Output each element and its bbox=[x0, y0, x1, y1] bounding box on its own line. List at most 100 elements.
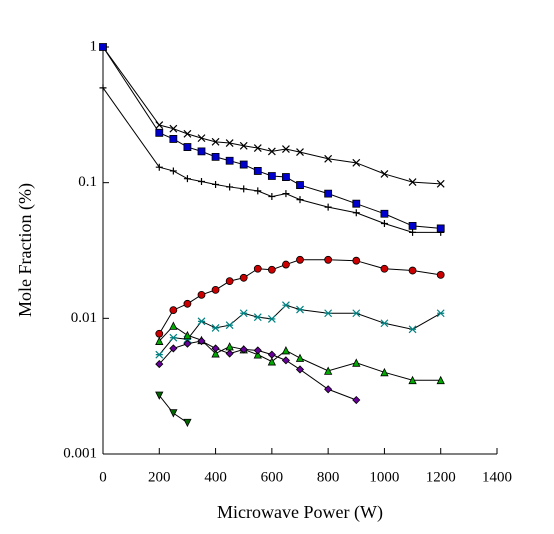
data-point bbox=[380, 220, 388, 228]
data-point bbox=[169, 409, 178, 418]
data-point bbox=[296, 255, 304, 264]
data-point bbox=[197, 147, 206, 156]
data-point bbox=[169, 167, 177, 175]
data-point bbox=[408, 222, 417, 230]
data-point bbox=[183, 339, 192, 348]
data-point bbox=[155, 360, 164, 369]
y-tick-label: 0.1 bbox=[78, 174, 97, 190]
y-tick-label: 0.01 bbox=[71, 310, 97, 326]
data-point bbox=[324, 189, 333, 198]
data-point bbox=[155, 163, 163, 171]
data-point bbox=[155, 336, 164, 345]
series-line bbox=[102, 46, 441, 229]
data-point bbox=[211, 349, 220, 358]
data-point bbox=[436, 224, 445, 233]
data-point bbox=[380, 264, 389, 273]
x-tick-label: 1000 bbox=[369, 469, 399, 485]
data-point bbox=[155, 121, 164, 129]
data-point bbox=[324, 255, 333, 264]
data-point bbox=[352, 209, 360, 217]
data-point bbox=[295, 353, 305, 362]
data-point bbox=[324, 154, 333, 163]
data-point bbox=[169, 321, 178, 330]
data-point bbox=[197, 336, 206, 346]
data-point bbox=[436, 271, 445, 279]
y-tick-label: 1 bbox=[90, 38, 98, 54]
data-point bbox=[183, 175, 191, 183]
x-tick-label: 1400 bbox=[482, 469, 512, 485]
series-line bbox=[102, 87, 441, 233]
data-point bbox=[169, 124, 178, 133]
data-point bbox=[436, 375, 445, 385]
data-point bbox=[436, 179, 445, 188]
data-point bbox=[295, 365, 305, 374]
x-tick-label: 1200 bbox=[426, 469, 456, 485]
data-point bbox=[155, 329, 164, 338]
data-point bbox=[239, 273, 248, 282]
data-point bbox=[296, 305, 304, 314]
data-point bbox=[253, 264, 262, 273]
data-point bbox=[408, 325, 417, 334]
data-point bbox=[267, 315, 276, 323]
data-point bbox=[296, 196, 304, 204]
x-tick-label: 0 bbox=[99, 469, 107, 485]
series-line bbox=[158, 304, 441, 355]
data-point bbox=[281, 356, 290, 365]
data-point bbox=[253, 346, 262, 355]
data-point bbox=[281, 346, 291, 355]
data-point bbox=[253, 167, 262, 175]
data-point bbox=[380, 367, 389, 377]
data-point bbox=[211, 323, 220, 332]
data-point bbox=[169, 306, 178, 314]
series-line bbox=[158, 325, 441, 381]
data-point bbox=[183, 129, 192, 138]
data-point bbox=[380, 169, 389, 178]
data-point bbox=[212, 180, 220, 188]
data-point bbox=[409, 228, 417, 236]
data-point bbox=[296, 148, 304, 157]
data-point bbox=[226, 183, 234, 191]
data-point bbox=[408, 178, 417, 187]
data-point bbox=[380, 209, 389, 218]
data-point bbox=[352, 358, 361, 367]
series-line bbox=[102, 46, 441, 185]
data-point bbox=[253, 313, 262, 322]
data-point bbox=[282, 301, 290, 310]
data-point bbox=[225, 349, 234, 358]
data-point bbox=[198, 178, 205, 185]
data-point bbox=[352, 256, 361, 265]
data-point bbox=[225, 321, 234, 330]
data-point bbox=[352, 309, 361, 318]
data-point bbox=[211, 286, 220, 294]
data-point bbox=[211, 152, 220, 161]
data-point bbox=[282, 260, 290, 269]
data-point bbox=[267, 265, 276, 274]
x-tick-label: 600 bbox=[261, 469, 284, 485]
data-point bbox=[225, 139, 234, 147]
series-line bbox=[158, 395, 188, 424]
x-tick-label: 200 bbox=[148, 469, 171, 485]
series-line bbox=[158, 259, 441, 334]
data-point bbox=[197, 317, 206, 326]
data-point bbox=[183, 143, 192, 151]
data-point bbox=[324, 309, 333, 318]
data-point bbox=[239, 141, 248, 150]
data-point bbox=[155, 128, 164, 137]
data-point bbox=[267, 357, 277, 366]
x-tick-label: 800 bbox=[317, 469, 340, 485]
data-point bbox=[282, 145, 290, 153]
data-point bbox=[352, 199, 361, 208]
data-point bbox=[323, 366, 333, 375]
data-point bbox=[239, 309, 248, 318]
data-point bbox=[267, 172, 276, 180]
data-point bbox=[155, 391, 164, 400]
data-point bbox=[240, 185, 248, 193]
data-point bbox=[296, 181, 304, 189]
data-point bbox=[239, 345, 248, 354]
data-point bbox=[211, 137, 220, 146]
data-point bbox=[267, 350, 276, 359]
data-point bbox=[268, 193, 276, 201]
data-point bbox=[408, 266, 417, 275]
y-tick-label: 0.001 bbox=[63, 445, 97, 461]
